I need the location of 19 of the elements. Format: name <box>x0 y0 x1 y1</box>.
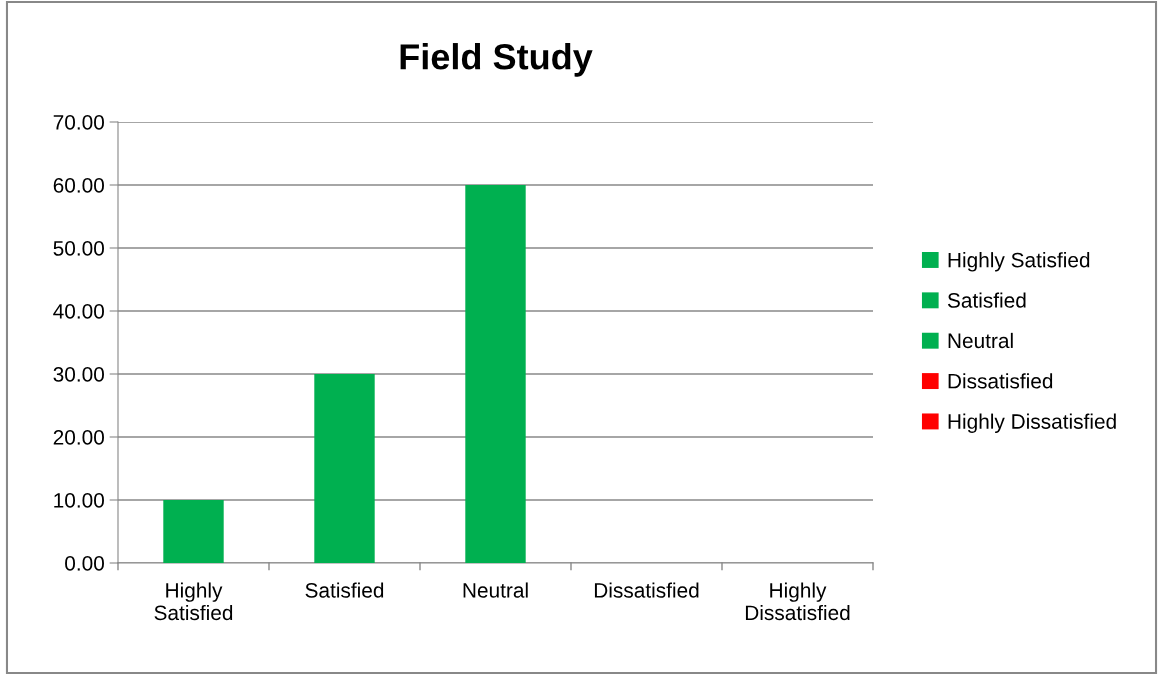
y-tick-label: 60.00 <box>53 178 104 193</box>
y-tick-label: 40.00 <box>53 304 104 319</box>
legend-label: Dissatisfied <box>948 373 1053 389</box>
x-tick-label: Neutral <box>463 582 528 598</box>
y-tick-label: 70.00 <box>53 115 104 130</box>
legend-label: Highly Dissatisfied <box>948 413 1116 433</box>
x-tick-label: Highly Satisfied <box>154 582 233 621</box>
x-tick-label: Highly Dissatisfied <box>745 582 850 621</box>
x-tick-label: Dissatisfied <box>594 582 699 598</box>
chart-title: Field Study <box>400 43 593 77</box>
legend-label: Satisfied <box>947 292 1026 308</box>
y-tick-label: 50.00 <box>53 241 104 256</box>
y-tick-label: 10.00 <box>54 493 104 508</box>
legend-label: Highly Satisfied <box>948 252 1090 272</box>
legend-label: Neutral <box>948 332 1013 349</box>
y-tick-label: 30.00 <box>53 367 104 382</box>
y-tick-label: 0.00 <box>65 556 104 571</box>
x-tick-label: Satisfied <box>305 582 384 598</box>
y-tick-label: 20.00 <box>53 430 104 445</box>
